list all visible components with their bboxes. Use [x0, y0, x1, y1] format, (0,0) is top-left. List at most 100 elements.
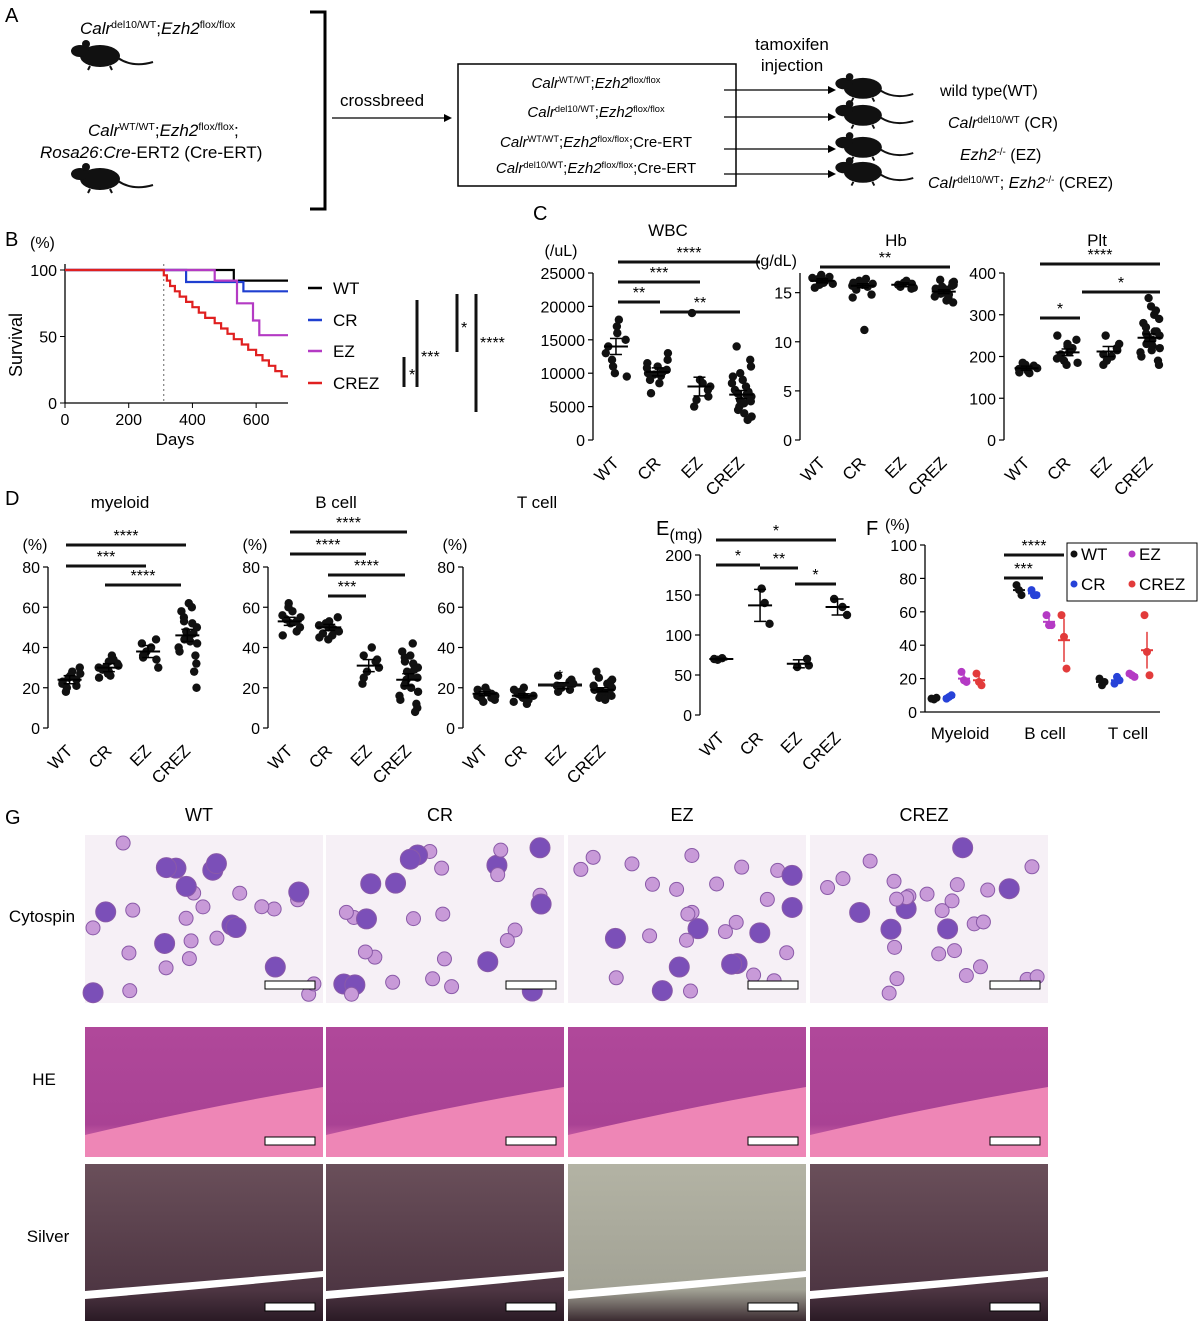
- genotype-part: Calr: [527, 104, 556, 121]
- cell: [881, 985, 897, 1001]
- data-point: [1137, 352, 1146, 361]
- chart-title: T cell: [517, 493, 557, 512]
- data-point: [1154, 314, 1164, 324]
- y-unit-label: (%): [23, 537, 48, 554]
- data-point: [842, 610, 852, 620]
- cell: [225, 917, 247, 939]
- genotype-part: Calr: [928, 175, 958, 192]
- mouse-ear: [845, 73, 854, 81]
- genotype-part: flox/flox: [198, 121, 234, 133]
- cell: [338, 904, 354, 920]
- genotype-part: Calr: [948, 115, 978, 132]
- cell: [604, 927, 626, 949]
- scale-bar: [505, 980, 557, 990]
- mouse-icon: [835, 132, 914, 162]
- arrow-head: [444, 114, 452, 122]
- x-tick-label: EZ: [777, 728, 806, 757]
- y-tick-label: 15000: [541, 333, 586, 350]
- mouse-leg: [109, 65, 113, 71]
- data-point: [860, 325, 869, 335]
- data-point: [76, 669, 85, 678]
- y-tick-label: 20000: [541, 299, 586, 316]
- arrow-head: [828, 113, 836, 121]
- legend-label: CREZ: [333, 374, 379, 393]
- genotype-part: WT/WT: [528, 134, 560, 144]
- cell: [721, 953, 743, 975]
- y-tick-label: 100: [969, 391, 996, 408]
- cell: [687, 918, 709, 940]
- cell: [709, 876, 725, 892]
- data-point: [930, 292, 940, 301]
- genotype-part: ;Cre-ERT: [629, 134, 692, 151]
- y-tick-label: 40: [242, 641, 260, 658]
- data-point: [936, 275, 945, 285]
- data-point: [1053, 331, 1062, 340]
- mouse-body: [80, 45, 120, 67]
- scale-bar: [264, 980, 316, 990]
- data-point: [1144, 293, 1153, 303]
- data-point: [481, 683, 490, 692]
- mouse-leg: [850, 124, 855, 130]
- cell: [820, 880, 836, 896]
- cell: [205, 853, 227, 875]
- genotype-part: flox/flox: [633, 104, 665, 114]
- cell: [344, 986, 360, 1002]
- cell: [355, 908, 377, 930]
- y-unit-label: (%): [243, 537, 268, 554]
- cell: [209, 930, 225, 946]
- y-tick-label: 0: [683, 708, 692, 725]
- x-category-label: B cell: [1024, 724, 1066, 743]
- legend-label: CR: [1081, 575, 1106, 594]
- data-point: [1102, 356, 1112, 365]
- data-point: [663, 348, 673, 358]
- data-point: [663, 355, 672, 365]
- mouse-icon: [835, 100, 914, 130]
- data-point: [1018, 358, 1027, 367]
- cell: [849, 901, 871, 923]
- x-tick-label: CREZ: [702, 453, 748, 499]
- cell: [254, 899, 270, 915]
- significance-label: ***: [97, 549, 116, 566]
- offspring-genotype: Calrdel10/WT;Ezh2flox/flox: [527, 104, 665, 121]
- y-tick-label: 5000: [549, 400, 585, 417]
- y-tick-label: 40: [437, 641, 455, 658]
- data-point: [867, 290, 876, 299]
- legend-swatch: [1070, 580, 1078, 588]
- data-point: [727, 379, 737, 388]
- genotype-part: Ezh2: [160, 121, 199, 140]
- offspring-box: [457, 63, 737, 187]
- bone-edge: [568, 1271, 806, 1299]
- x-tick-label: CR: [839, 453, 870, 484]
- x-tick-label: WT: [44, 741, 76, 773]
- mouse-head: [71, 45, 89, 57]
- y-axis-label: Survival: [6, 313, 26, 377]
- data-point: [400, 657, 410, 666]
- data-point: [315, 633, 324, 642]
- cell: [934, 903, 950, 919]
- cell: [889, 971, 905, 987]
- panel-letter-b: B: [5, 229, 18, 251]
- mouse-ear: [845, 100, 854, 108]
- column-label: CR: [427, 805, 453, 825]
- genotype-part: Ezh2: [960, 147, 997, 164]
- tamoxifen-label: injection: [761, 56, 823, 75]
- data-point: [655, 379, 664, 388]
- arrow-head: [828, 86, 836, 94]
- arrow-head: [828, 170, 836, 178]
- x-tick-label: CREZ: [148, 741, 194, 787]
- cell: [717, 924, 733, 940]
- y-unit-label: (%): [30, 235, 55, 252]
- cell: [835, 871, 851, 887]
- cell: [862, 853, 878, 869]
- data-point: [746, 397, 756, 406]
- cell: [385, 872, 407, 894]
- data-point: [692, 395, 701, 405]
- significance-label: *: [461, 320, 467, 337]
- x-tick-label: EZ: [541, 741, 570, 770]
- data-point: [608, 362, 618, 371]
- y-tick-label: 40: [22, 641, 40, 658]
- cell: [436, 951, 452, 967]
- x-tick-label: CREZ: [798, 728, 844, 774]
